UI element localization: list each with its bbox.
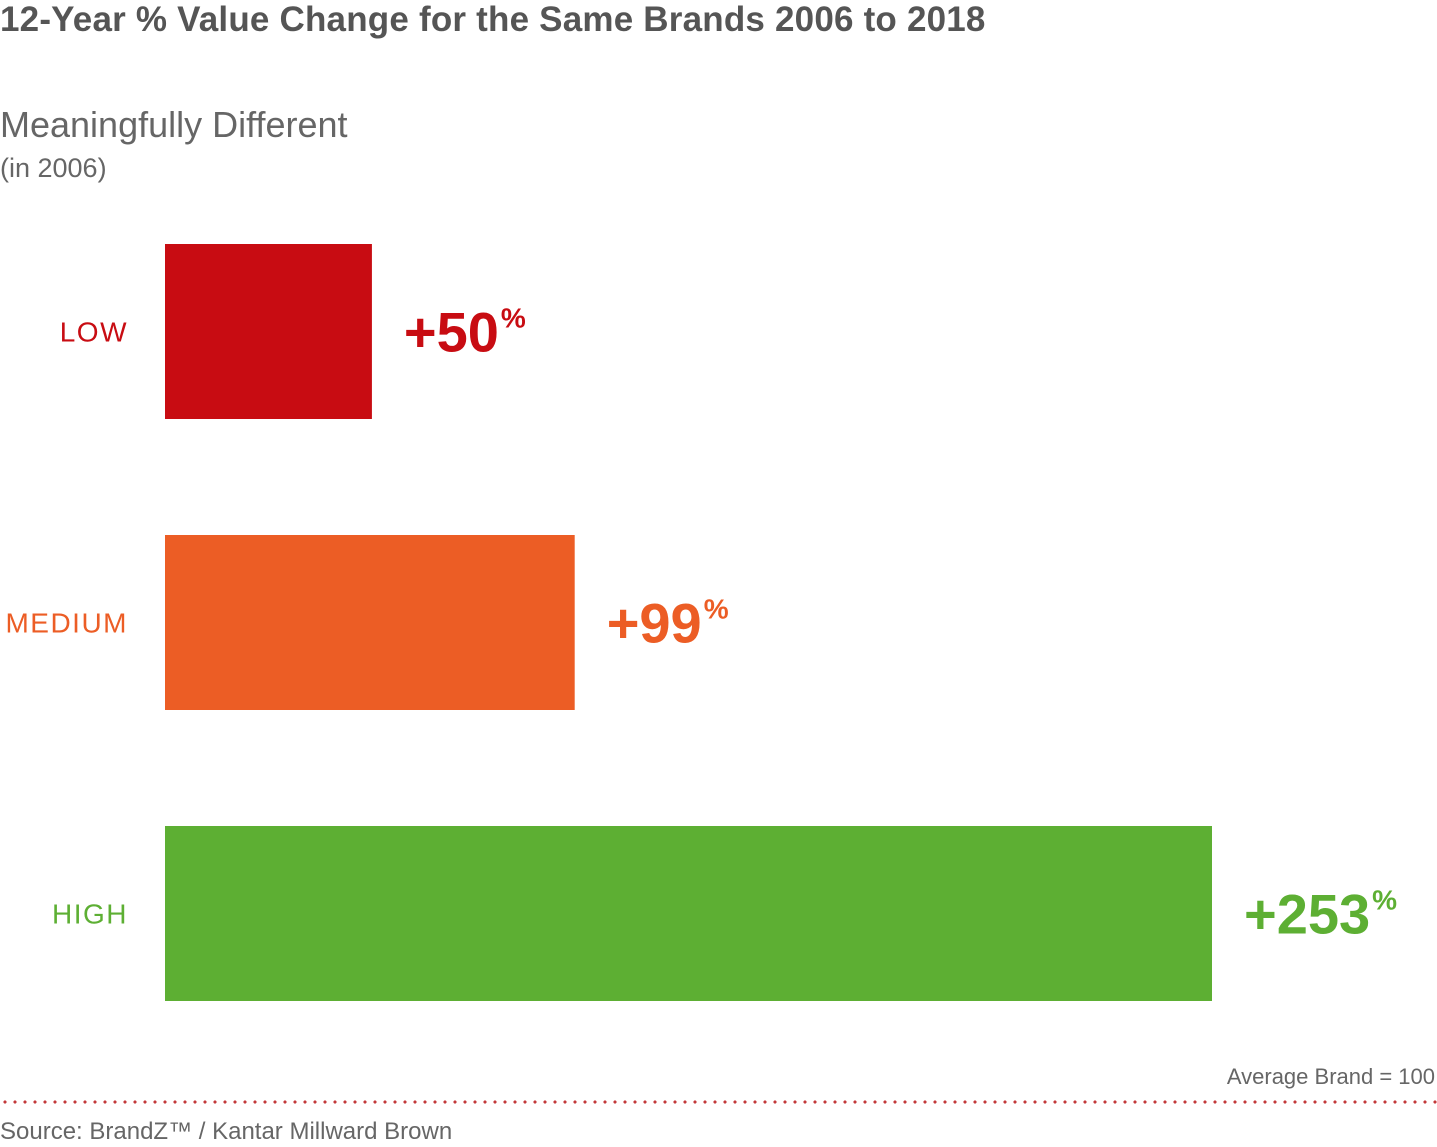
chart-subtitle: Meaningfully Different bbox=[0, 104, 348, 145]
source-note: Source: BrandZ™ / Kantar Millward Brown bbox=[0, 1118, 453, 1145]
category-label-low: LOW bbox=[60, 317, 128, 348]
category-label-medium: MEDIUM bbox=[5, 608, 128, 639]
average-brand-note: Average Brand = 100 bbox=[1226, 1064, 1435, 1089]
dotted-divider bbox=[0, 1100, 1437, 1104]
chart-subtitle-note: (in 2006) bbox=[0, 153, 107, 183]
category-label-high: HIGH bbox=[52, 899, 128, 930]
value-label-high: +253% bbox=[1244, 883, 1397, 946]
bar-low bbox=[165, 244, 372, 419]
bar-high bbox=[165, 826, 1212, 1001]
value-label-low: +50% bbox=[404, 301, 526, 364]
value-label-medium: +99% bbox=[607, 592, 729, 655]
bar-chart: LOW +50% MEDIUM +99% HIGH +253% bbox=[5, 244, 1397, 1001]
chart-title: 12-Year % Value Change for the Same Bran… bbox=[0, 0, 986, 39]
bar-medium bbox=[165, 535, 575, 710]
